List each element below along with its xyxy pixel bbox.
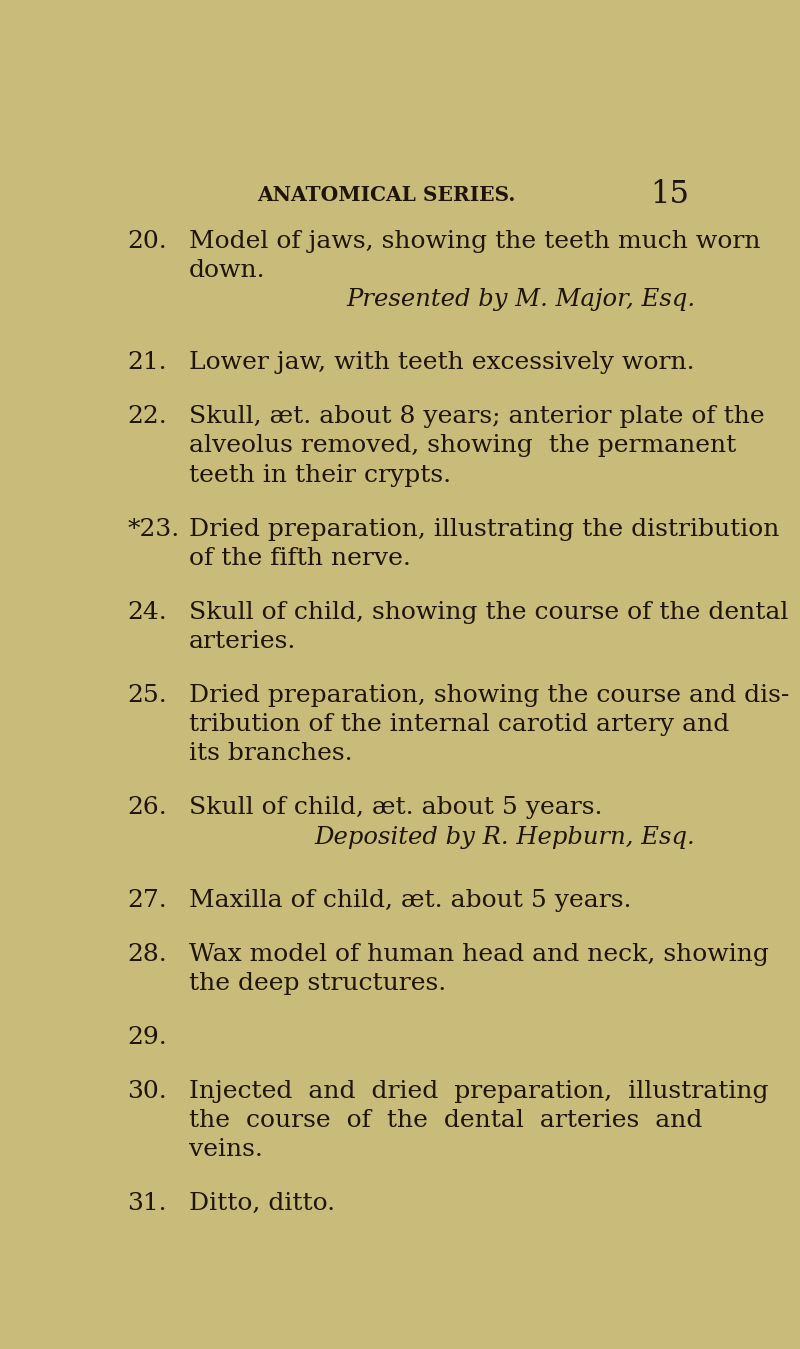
Text: tribution of the internal carotid artery and: tribution of the internal carotid artery… bbox=[189, 714, 730, 737]
Text: ANATOMICAL SERIES.: ANATOMICAL SERIES. bbox=[258, 185, 516, 205]
Text: Lower jaw, with teeth excessively worn.: Lower jaw, with teeth excessively worn. bbox=[189, 351, 694, 374]
Text: of the fifth nerve.: of the fifth nerve. bbox=[189, 546, 411, 569]
Text: the deep structures.: the deep structures. bbox=[189, 971, 446, 996]
Text: 28.: 28. bbox=[127, 943, 167, 966]
Text: Skull of child, showing the course of the dental: Skull of child, showing the course of th… bbox=[189, 600, 789, 623]
Text: 21.: 21. bbox=[127, 351, 166, 374]
Text: alveolus removed, showing  the permanent: alveolus removed, showing the permanent bbox=[189, 434, 736, 457]
Text: Dried preparation, showing the course and dis-: Dried preparation, showing the course an… bbox=[189, 684, 790, 707]
Text: the  course  of  the  dental  arteries  and: the course of the dental arteries and bbox=[189, 1109, 702, 1132]
Text: *23.: *23. bbox=[127, 518, 179, 541]
Text: 15: 15 bbox=[650, 179, 689, 210]
Text: 24.: 24. bbox=[127, 600, 167, 623]
Text: 25.: 25. bbox=[127, 684, 167, 707]
Text: Wax model of human head and neck, showing: Wax model of human head and neck, showin… bbox=[189, 943, 769, 966]
Text: its branches.: its branches. bbox=[189, 742, 353, 765]
Text: 22.: 22. bbox=[127, 405, 167, 428]
Text: Model of jaws, showing the teeth much worn: Model of jaws, showing the teeth much wo… bbox=[189, 229, 761, 252]
Text: 26.: 26. bbox=[127, 796, 167, 819]
Text: Presented by M. Major, Esq.: Presented by M. Major, Esq. bbox=[346, 289, 695, 312]
Text: Dried preparation, illustrating the distribution: Dried preparation, illustrating the dist… bbox=[189, 518, 779, 541]
Text: 29.: 29. bbox=[127, 1025, 167, 1048]
Text: Skull, æt. about 8 years; anterior plate of the: Skull, æt. about 8 years; anterior plate… bbox=[189, 405, 765, 428]
Text: 20.: 20. bbox=[127, 229, 167, 252]
Text: Maxilla of child, æt. about 5 years.: Maxilla of child, æt. about 5 years. bbox=[189, 889, 632, 912]
Text: Skull of child, æt. about 5 years.: Skull of child, æt. about 5 years. bbox=[189, 796, 602, 819]
Text: Injected  and  dried  preparation,  illustrating: Injected and dried preparation, illustra… bbox=[189, 1079, 769, 1102]
Text: down.: down. bbox=[189, 259, 266, 282]
Text: 31.: 31. bbox=[127, 1193, 166, 1215]
Text: teeth in their crypts.: teeth in their crypts. bbox=[189, 464, 451, 487]
Text: veins.: veins. bbox=[189, 1139, 263, 1161]
Text: Deposited by R. Hepburn, Esq.: Deposited by R. Hepburn, Esq. bbox=[314, 826, 695, 849]
Text: 30.: 30. bbox=[127, 1079, 167, 1102]
Text: arteries.: arteries. bbox=[189, 630, 297, 653]
Text: 27.: 27. bbox=[127, 889, 167, 912]
Text: Ditto, ditto.: Ditto, ditto. bbox=[189, 1193, 335, 1215]
